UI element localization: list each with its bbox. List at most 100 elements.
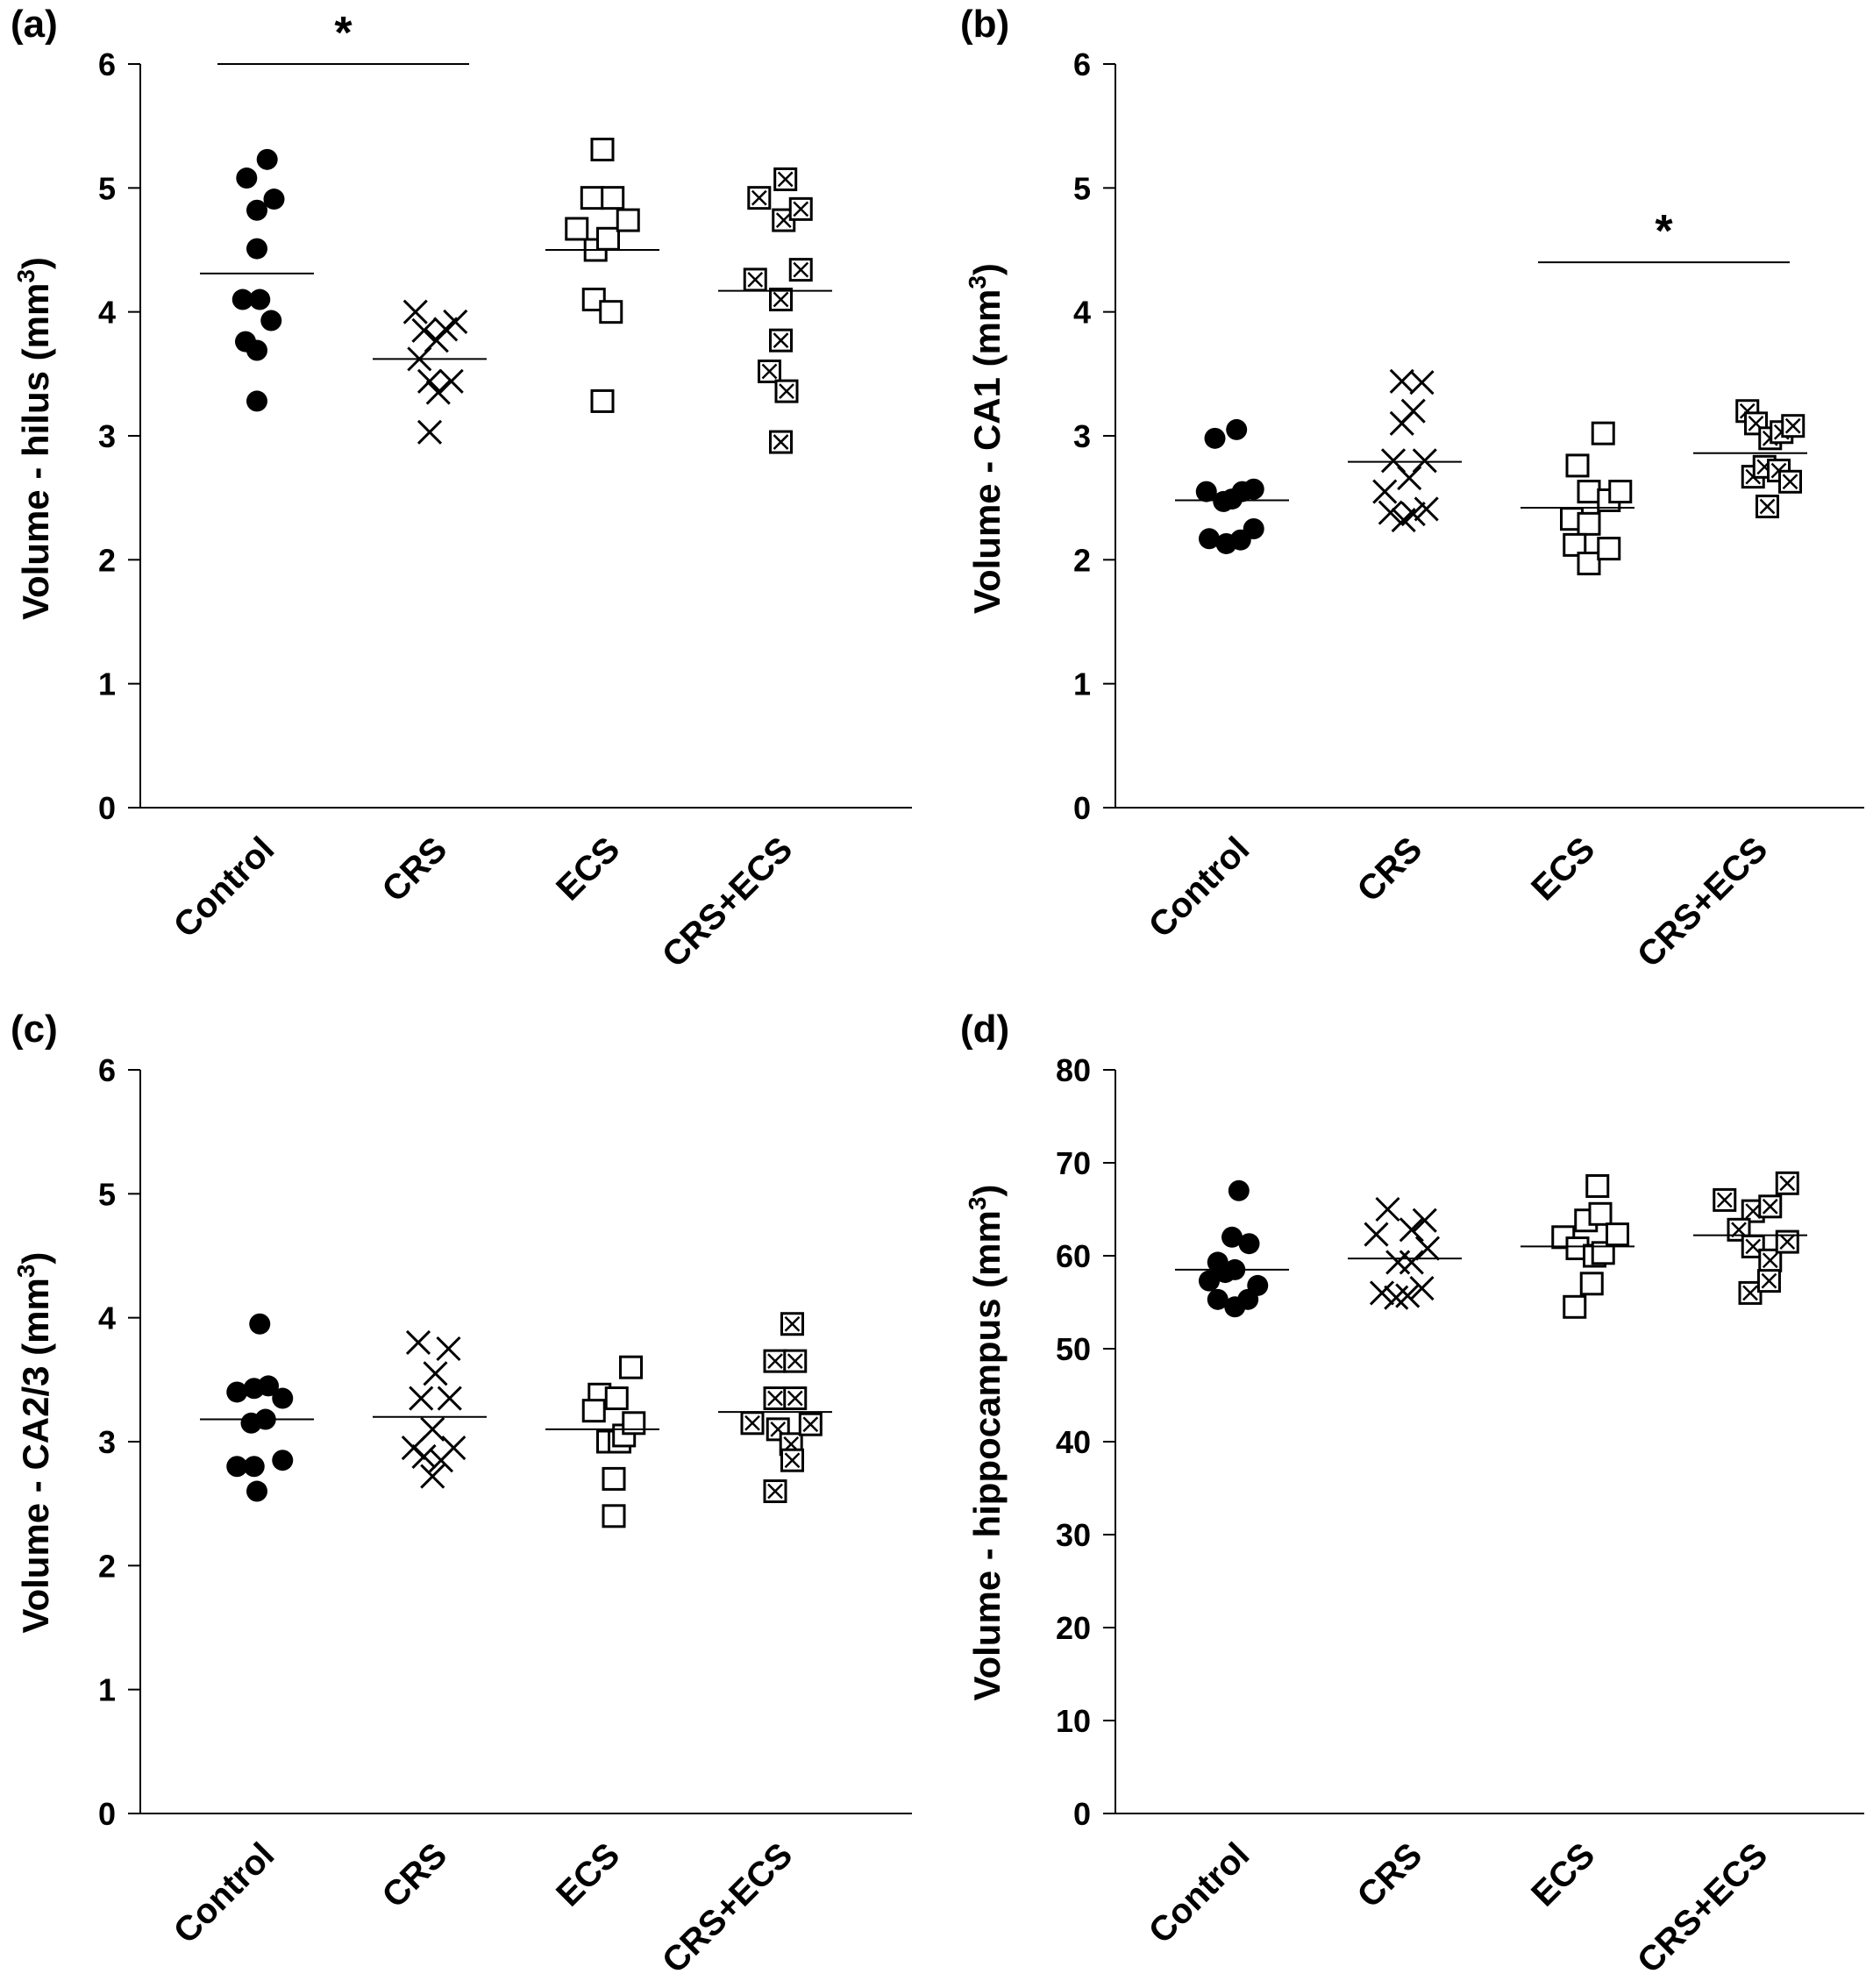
data-point-x-cross	[411, 1443, 437, 1470]
y-tick-label: 6	[98, 1052, 116, 1088]
y-tick-label: 0	[98, 790, 116, 826]
series-crs-plus-ecs	[1693, 399, 1807, 519]
data-point-crossed-square	[780, 1448, 804, 1472]
data-point-filled-circle	[1228, 1179, 1250, 1201]
y-axis-label: Volume - CA1 (mm3)	[964, 263, 1008, 614]
panel-b: (b) 0 1 2 3 4 5 6 Volume - CA1 (mm3) Control CRS E…	[960, 3, 1864, 975]
y-axis-label: Volume - CA2/3 (mm3)	[12, 1252, 56, 1634]
x-cross-stroke	[1414, 496, 1439, 522]
y-tick-label: 5	[98, 170, 116, 206]
data-point-filled-circle	[1238, 1233, 1260, 1255]
category-label: CRS+ECS	[655, 1835, 801, 1981]
data-point-crossed-square	[758, 360, 781, 384]
data-point-crossed-square	[766, 1417, 790, 1442]
data-point-crossed-square	[740, 1411, 765, 1436]
data-point-filled-circle	[260, 310, 282, 331]
data-point-crossed-square	[743, 267, 767, 292]
data-point-open-square	[602, 1466, 626, 1491]
x-cross-stroke	[1397, 465, 1422, 491]
square-cross-stroke	[1716, 1192, 1733, 1208]
panel-label: (d)	[960, 1008, 1009, 1051]
plot-area: 0 1 2 3 4 5 6 Volume - hilus (mm3) Control CRS ECS…	[12, 8, 912, 975]
data-point-filled-circle	[226, 1381, 248, 1403]
data-point-open-square	[1563, 1294, 1587, 1319]
y-tick-label: 30	[1056, 1517, 1091, 1553]
data-point-open-square	[619, 1355, 643, 1379]
data-point-crossed-square	[788, 258, 813, 282]
x-cross-stroke	[1400, 398, 1426, 424]
square-cross-stroke	[775, 212, 792, 228]
x-cross-stroke	[409, 1386, 434, 1411]
data-point-crossed-square	[1758, 1194, 1783, 1219]
y-tick-label: 20	[1056, 1610, 1091, 1646]
category-label: CRS+ECS	[1630, 830, 1776, 975]
x-cross-stroke	[1395, 1283, 1421, 1308]
x-cross-stroke	[402, 299, 428, 324]
y-tick-label: 6	[1073, 46, 1091, 82]
data-point-filled-circle	[1195, 481, 1217, 502]
data-point-x-cross	[1364, 1222, 1389, 1247]
y-tick-label: 1	[98, 1672, 116, 1708]
square-cross-stroke	[751, 189, 767, 206]
data-point-x-cross	[1384, 1285, 1409, 1310]
data-point-filled-circle	[1243, 478, 1264, 500]
data-point-x-cross	[1414, 496, 1439, 522]
square-cross-stroke	[767, 1390, 783, 1407]
data-point-filled-circle	[272, 1450, 294, 1471]
x-cross-stroke	[417, 419, 443, 445]
panel-label: (c)	[11, 1008, 58, 1051]
y-tick-label: 3	[98, 418, 116, 454]
data-point-crossed-square	[783, 1349, 808, 1373]
y-tick-label: 4	[98, 295, 116, 331]
data-point-x-cross	[1412, 1208, 1437, 1233]
square-cross-stroke	[1759, 498, 1776, 515]
data-point-x-cross	[1372, 479, 1398, 504]
category-label: Control	[167, 830, 282, 945]
y-axis-label: Volume - hilus (mm3)	[12, 257, 56, 620]
y-tick-label: 70	[1056, 1145, 1091, 1181]
x-cross-stroke	[1412, 448, 1437, 474]
square-cross-stroke	[787, 1353, 803, 1370]
data-point-filled-circle	[231, 289, 253, 310]
data-point-filled-circle	[246, 199, 267, 221]
series-crs-plus-ecs	[1693, 1171, 1807, 1305]
y-tick-label: 2	[98, 1548, 116, 1584]
data-point-x-cross	[1397, 465, 1422, 491]
square-cross-stroke	[1784, 417, 1801, 434]
data-point-x-cross	[411, 317, 437, 343]
category-label: ECS	[549, 1835, 627, 1913]
panel-label: (b)	[960, 3, 1009, 46]
data-point-x-cross	[1400, 501, 1426, 527]
data-point-open-square	[581, 1399, 606, 1423]
x-cross-stroke	[1364, 1222, 1389, 1247]
data-point-crossed-square	[1713, 1187, 1737, 1212]
y-tick-label: 0	[1073, 790, 1091, 826]
y-tick-label: 50	[1056, 1331, 1091, 1367]
data-point-crossed-square	[763, 1479, 787, 1504]
series-ecs	[1521, 1174, 1635, 1319]
series-ecs	[545, 1355, 659, 1528]
data-point-open-square	[1565, 453, 1590, 478]
data-point-x-cross	[1409, 1276, 1435, 1301]
category-label: CRS	[1350, 1835, 1430, 1915]
x-cross-stroke	[1375, 1196, 1400, 1222]
data-point-x-cross	[409, 1386, 434, 1411]
data-point-filled-circle	[243, 1456, 265, 1478]
data-point-x-cross	[438, 368, 464, 394]
x-cross-stroke	[1378, 500, 1403, 525]
data-point-crossed-square	[769, 328, 793, 353]
square-cross-stroke	[1779, 1234, 1796, 1250]
series-control	[1175, 418, 1289, 554]
data-point-filled-circle	[236, 167, 258, 189]
series-ecs	[545, 138, 659, 413]
data-point-crossed-square	[769, 288, 793, 312]
data-point-filled-circle	[226, 1456, 248, 1478]
series-control	[200, 1313, 314, 1502]
square-cross-stroke	[777, 171, 794, 188]
data-point-x-cross	[1399, 1250, 1424, 1275]
square-cross-stroke	[1762, 1198, 1778, 1215]
data-point-x-cross	[425, 380, 451, 405]
data-point-filled-circle	[258, 1375, 279, 1397]
plot-area: 0 1 2 3 4 5 6 Volume - CA2/3 (mm3) Control CRS ECS…	[12, 1052, 912, 1981]
y-tick-label: 0	[98, 1796, 116, 1832]
